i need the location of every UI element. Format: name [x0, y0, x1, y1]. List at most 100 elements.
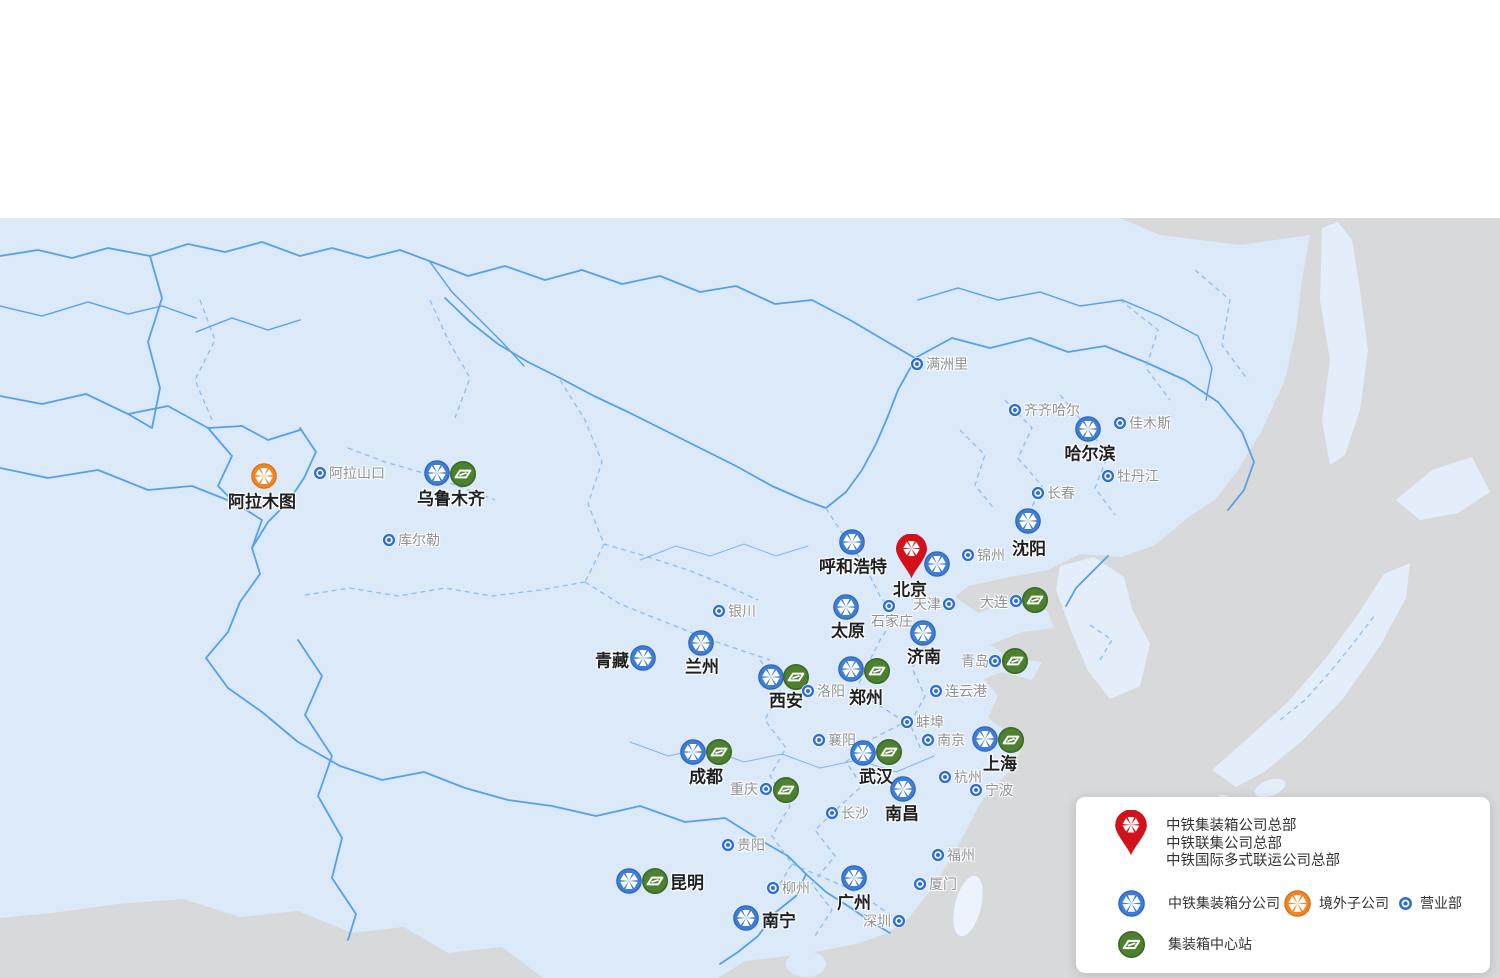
office-dot-icon[interactable]: [758, 781, 774, 797]
country-borders: [0, 241, 1255, 965]
office-dot-icon[interactable]: [930, 847, 946, 863]
branch-icon[interactable]: [838, 656, 864, 682]
center-station-icon[interactable]: [450, 461, 476, 487]
branch-icon[interactable]: [972, 726, 998, 752]
city-label: 洛阳: [817, 683, 845, 699]
hq-pin-icon: [1114, 809, 1148, 862]
office-dot-icon[interactable]: [899, 714, 915, 730]
city-label: 齐齐哈尔: [1024, 402, 1080, 418]
city-label: 南昌: [885, 804, 919, 824]
office-dot-icon[interactable]: [711, 603, 727, 619]
legend: 中铁集装箱公司总部 中铁联集公司总部 中铁国际多式联运公司总部 中铁集装箱分公司…: [1076, 797, 1490, 973]
branch-icon[interactable]: [924, 551, 950, 577]
branch-icon[interactable]: [890, 776, 916, 802]
office-dot-icon[interactable]: [381, 532, 397, 548]
office-dot-icon[interactable]: [1007, 402, 1023, 418]
city-label: 北京: [893, 580, 927, 600]
center-station-icon[interactable]: [864, 658, 890, 684]
sakhalin-island: [1320, 222, 1368, 465]
center-station-icon[interactable]: [783, 664, 809, 690]
branch-icon[interactable]: [688, 630, 714, 656]
branch-icon: [1118, 890, 1145, 922]
office-dot-icon[interactable]: [937, 769, 953, 785]
office-dot-icon[interactable]: [891, 913, 907, 929]
center-station-icon[interactable]: [773, 777, 799, 803]
center-station-icon[interactable]: [1022, 587, 1048, 613]
branch-icon[interactable]: [841, 865, 867, 891]
office-dot-icon[interactable]: [1100, 468, 1116, 484]
city-label: 哈尔滨: [1064, 444, 1116, 464]
center-station-icon[interactable]: [1002, 648, 1028, 674]
legend-branch-label: 中铁集装箱分公司: [1168, 895, 1280, 911]
city-label: 杭州: [954, 769, 982, 785]
branch-icon[interactable]: [616, 868, 642, 894]
office-dot-icon[interactable]: [312, 465, 328, 481]
hq-pin-icon[interactable]: [895, 534, 928, 580]
branch-icon[interactable]: [630, 645, 656, 671]
office-dot-icon[interactable]: [824, 805, 840, 821]
city-label: 兰州: [685, 657, 719, 677]
legend-hq-lines: 中铁集装箱公司总部 中铁联集公司总部 中铁国际多式联运公司总部: [1166, 818, 1340, 871]
office-dot-icon[interactable]: [765, 880, 781, 896]
office-dot-icon[interactable]: [912, 876, 928, 892]
office-dot-icon[interactable]: [800, 683, 816, 699]
office-dot-icon[interactable]: [909, 356, 925, 372]
branch-icon[interactable]: [839, 529, 865, 555]
city-label: 南宁: [762, 911, 796, 931]
center-station-icon[interactable]: [998, 727, 1024, 753]
city-label: 阿拉木图: [228, 492, 296, 512]
branch-icon[interactable]: [833, 594, 859, 620]
city-label: 连云港: [945, 683, 987, 699]
office-dot-icon[interactable]: [941, 596, 957, 612]
city-label: 昆明: [670, 873, 704, 893]
overseas-icon[interactable]: [251, 463, 277, 489]
city-label: 襄阳: [828, 732, 856, 748]
branch-icon[interactable]: [758, 664, 784, 690]
branch-icon[interactable]: [910, 620, 936, 646]
city-label: 深圳: [863, 913, 891, 929]
city-label: 呼和浩特: [819, 557, 887, 577]
city-label: 满洲里: [926, 356, 968, 372]
branch-icon[interactable]: [680, 739, 706, 765]
office-dot-icon[interactable]: [720, 837, 736, 853]
city-label: 乌鲁木齐: [417, 489, 485, 509]
office-dot-icon[interactable]: [960, 547, 976, 563]
office-dot-icon[interactable]: [1030, 485, 1046, 501]
office-dot-icon[interactable]: [968, 782, 984, 798]
taiwan-island: [953, 875, 983, 937]
hokkaido-island: [1396, 457, 1490, 520]
office-dot-icon[interactable]: [987, 653, 1003, 669]
center-station-icon[interactable]: [876, 739, 902, 765]
center-station-icon[interactable]: [706, 739, 732, 765]
branch-icon[interactable]: [1015, 508, 1041, 534]
city-label: 广州: [837, 893, 871, 913]
city-label: 沈阳: [1012, 539, 1046, 559]
branch-icon[interactable]: [850, 740, 876, 766]
china-map[interactable]: 阿拉木图 乌鲁木齐 哈尔滨 沈阳 呼和浩特 北京 太原 济南 青藏 兰州 西安 郑州 成都 武汉 南昌 上海昆…: [0, 218, 1500, 978]
office-dot-icon[interactable]: [811, 732, 827, 748]
city-label: 福州: [947, 847, 975, 863]
city-label: 青藏: [595, 651, 629, 671]
city-label: 长沙: [841, 805, 869, 821]
city-label: 郑州: [849, 688, 883, 708]
legend-center-label: 集装箱中心站: [1168, 936, 1252, 952]
office-dot-icon[interactable]: [881, 598, 897, 614]
branch-icon[interactable]: [424, 460, 450, 486]
city-label: 牡丹江: [1117, 468, 1159, 484]
korea-peninsula: [1056, 557, 1150, 699]
office-dot-icon[interactable]: [1008, 593, 1024, 609]
city-label: 南京: [937, 732, 965, 748]
branch-icon[interactable]: [1075, 416, 1101, 442]
legend-hq-line-3: 中铁国际多式联运公司总部: [1166, 853, 1340, 869]
honshu-island: [1212, 563, 1410, 787]
branch-icon[interactable]: [733, 905, 759, 931]
city-label: 青岛: [961, 653, 989, 669]
office-dot-icon[interactable]: [1112, 415, 1128, 431]
center-station-icon[interactable]: [642, 868, 668, 894]
office-dot-icon[interactable]: [920, 732, 936, 748]
office-dot-icon[interactable]: [928, 683, 944, 699]
city-label: 贵阳: [737, 837, 765, 853]
center-station-icon: [1118, 931, 1145, 963]
hainan-island: [786, 951, 826, 977]
